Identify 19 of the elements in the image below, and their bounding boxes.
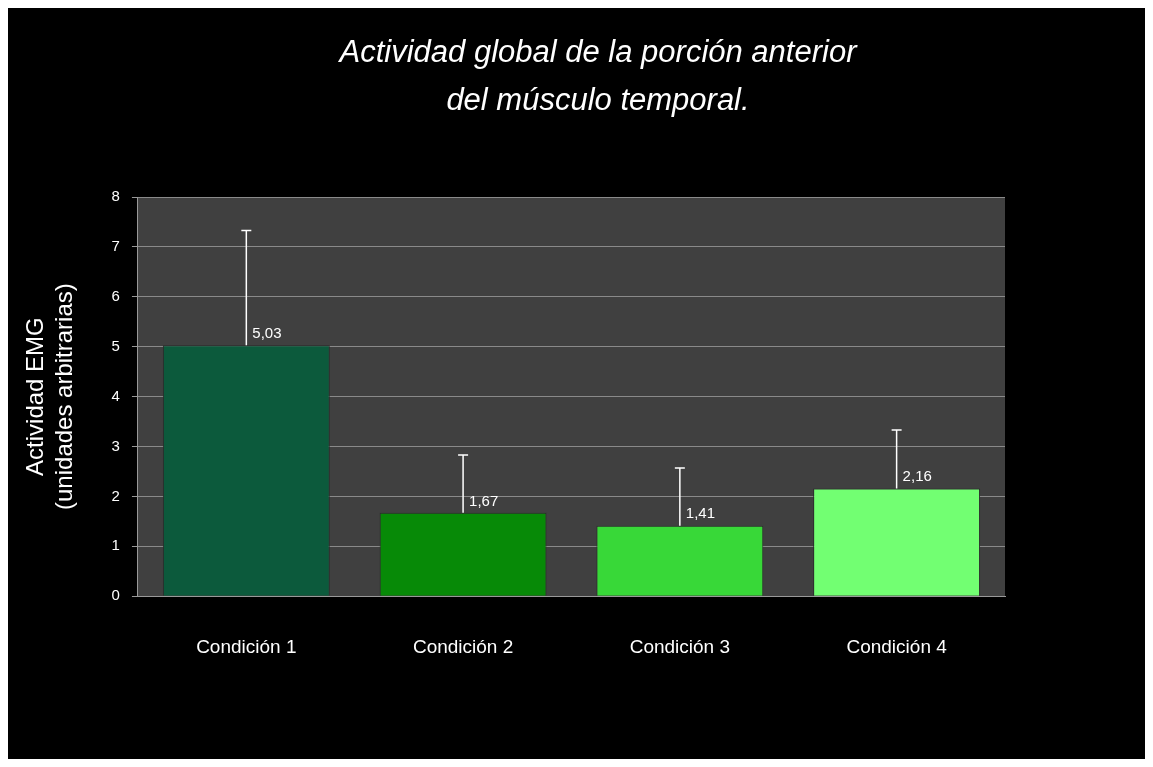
y-tick-label: 2: [111, 486, 120, 504]
data-label: 1,41: [685, 504, 716, 522]
y-tick-label: 8: [111, 187, 120, 205]
y-tick-label: 5: [111, 336, 120, 354]
data-label: 5,03: [252, 323, 282, 341]
x-tick-label: Condición 1: [196, 635, 297, 657]
y-tick-label: 1: [111, 536, 120, 554]
y-tick-label: 6: [111, 286, 120, 304]
y-tick-label: 7: [111, 237, 120, 255]
data-label: 1,67: [469, 491, 499, 509]
chart-title: Actividad global de la porción anterior del músculo temporal.: [337, 33, 859, 119]
data-label: 2,16: [902, 467, 932, 485]
y-tick-label: 0: [111, 586, 120, 604]
x-tick-label: Condición 4: [846, 635, 948, 657]
x-tick-label: Condición 3: [629, 635, 731, 657]
y-axis-title: Actividad EMG (unidades arbitrarias): [21, 283, 77, 510]
y-tick-label: 3: [111, 436, 120, 454]
y-tick-label: 4: [111, 386, 120, 404]
x-tick-label: Condición 2: [412, 635, 514, 657]
